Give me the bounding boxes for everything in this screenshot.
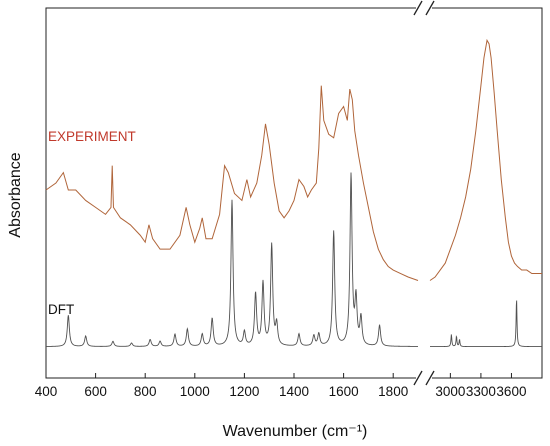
x-tick-label: 1000 [180,384,210,399]
y-axis-title: Absorbance [7,152,24,237]
series-label-dft: DFT [48,302,74,317]
axis-break-layer [413,0,435,386]
axis-break-mark [425,0,435,16]
axis-gap-bottom [416,376,432,380]
x-axis-title: Wavenumber (cm⁻¹) [223,423,368,440]
plot-frame [45,7,543,379]
axis-break-mark [413,0,423,16]
series-label-experiment: EXPERIMENT [48,129,136,144]
x-tick-label: 800 [134,384,157,399]
x-tick-label: 600 [84,384,107,399]
dft-line-segment-2 [430,300,542,348]
x-tick-label: 1400 [279,384,309,399]
experiment-line-segment-1 [45,85,419,281]
x-tick-label: 1800 [378,384,408,399]
x-tick-label: 400 [35,384,58,399]
axis-break-mark [413,370,423,386]
axes-layer: 400 600 800 1000 1200 1400 1600 1800 3000 3300 360… [35,373,526,399]
axis-break-mark [425,370,435,386]
experiment-line-segment-2 [429,38,542,281]
x-tick-label: 1600 [329,384,359,399]
x-tick-label: 3300 [466,384,496,399]
x-tick-label: 3000 [435,384,465,399]
axis-gap-top [416,6,432,10]
x-tick-label: 1200 [229,384,259,399]
series-layer [45,38,542,348]
x-tick-label: 3600 [496,384,526,399]
dft-line-segment-1 [46,172,418,347]
